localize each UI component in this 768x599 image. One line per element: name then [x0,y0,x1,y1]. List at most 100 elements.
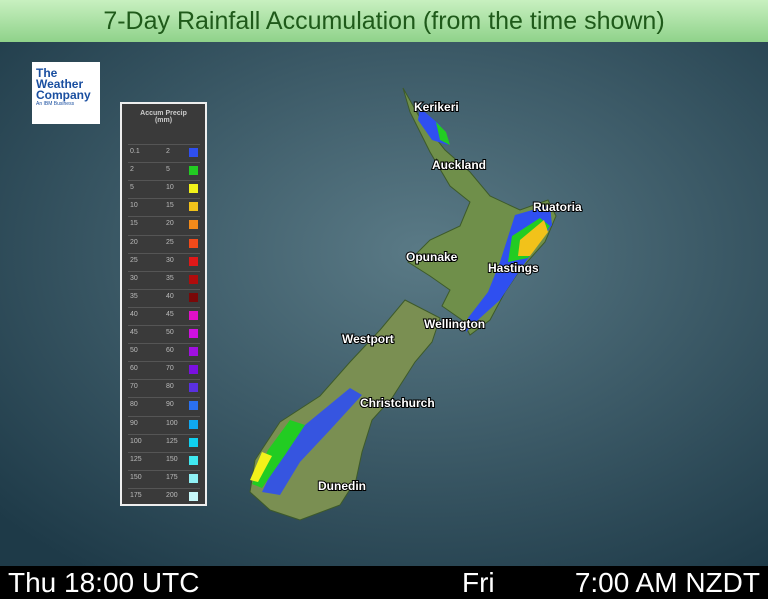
legend-row: 80 90 [128,397,200,412]
legend-swatch [189,383,198,393]
legend-low: 175 [130,491,142,499]
legend-swatch [189,437,198,447]
city-label: Ruatoria [533,200,582,214]
legend-swatch [189,310,198,320]
legend-row: 100 125 [128,433,200,449]
legend-title: Accum Precip [140,110,187,117]
legend-high: 125 [166,437,178,445]
legend-swatch [189,365,198,375]
legend-swatch [189,347,198,357]
legend-unit: (mm) [154,117,173,124]
legend-high: 2 [166,148,170,155]
city-label: Christchurch [360,396,435,410]
legend-low: 35 [130,292,138,300]
legend-row: 0.1 2 [128,144,200,159]
legend-swatch [189,292,198,302]
legend-high: 40 [166,292,174,300]
legend-low: 15 [130,220,138,228]
legend-row: 60 70 [128,361,200,376]
legend-high: 60 [166,347,174,355]
legend-row: 90 100 [128,415,200,431]
legend-row: 175 200 [128,487,200,503]
legend-high: 30 [166,256,174,264]
legend: Accum Precip (mm) 0.1 2 2 5 5 10 10 15 15 20 20 25 2… [120,102,207,506]
legend-low: 125 [130,455,142,463]
rain-west-coast [262,388,362,495]
legend-high: 20 [166,220,174,228]
legend-high: 175 [166,473,178,481]
legend-high: 10 [166,184,174,192]
legend-swatch [189,401,198,411]
legend-swatch [189,491,198,501]
legend-high: 200 [166,491,178,499]
legend-low: 150 [130,473,142,481]
rain-fiordland-heavy [250,452,272,482]
legend-row: 50 60 [128,343,200,358]
logo-line: Company [36,88,91,102]
legend-high: 100 [166,419,178,427]
legend-high: 90 [166,401,174,409]
legend-swatch [189,256,198,266]
legend-row: 70 80 [128,379,200,394]
rain-fiordland [252,420,305,488]
legend-swatch [189,473,198,483]
legend-low: 70 [130,383,138,391]
legend-low: 25 [130,256,138,264]
legend-low: 80 [130,401,138,409]
legend-low: 90 [130,419,138,427]
city-label: Westport [342,332,394,346]
legend-swatch [189,184,198,194]
legend-row: 35 40 [128,288,200,304]
footer-utc: Thu 18:00 UTC [8,567,200,598]
legend-high: 25 [166,238,174,246]
legend-swatch [189,220,198,230]
legend-low: 2 [130,166,134,174]
legend-high: 45 [166,310,174,318]
logo-line: Weather [36,77,84,91]
city-label: Kerikeri [414,100,459,114]
legend-swatch [189,166,198,176]
rain-hawkes-bay-heavy [518,220,548,256]
legend-high: 15 [166,202,174,210]
rain-northland-green [436,122,450,145]
legend-row: 150 175 [128,469,200,485]
legend-swatch [189,419,198,429]
legend-row: 125 150 [128,451,200,467]
legend-swatch [189,148,198,157]
legend-high: 35 [166,274,174,282]
logo: The Weather Company An IBM Business [32,62,100,124]
legend-low: 100 [130,437,142,445]
legend-low: 30 [130,274,138,282]
legend-high: 70 [166,365,174,373]
legend-low: 5 [130,184,134,192]
sea [0,42,768,566]
city-label: Auckland [432,158,486,172]
legend-low: 45 [130,329,138,336]
title: 7-Day Rainfall Accumulation (from the ti… [0,0,768,42]
legend-low: 40 [130,310,138,318]
map: Kerikeri Auckland Ruatoria Opunake Hastings W… [0,42,768,566]
logo-tagline: An IBM Business [36,101,75,107]
legend-row: 45 50 [128,325,200,340]
legend-row: 5 10 [128,180,200,195]
footer-local: 7:00 AM NZDT [574,567,760,598]
legend-high: 150 [166,455,178,463]
legend-swatch [189,274,198,284]
city-label: Opunake [406,250,458,264]
legend-swatch [189,238,198,248]
legend-low: 10 [130,202,138,210]
legend-swatch [189,455,198,465]
legend-row: 40 45 [128,306,200,322]
legend-row: 25 30 [128,252,200,268]
logo-line: The [36,66,58,80]
legend-row: 30 35 [128,270,200,286]
city-label: Hastings [488,261,539,275]
city-label: Wellington [424,317,485,331]
legend-low: 50 [130,347,138,355]
legend-high: 5 [166,166,170,174]
legend-high: 50 [166,329,174,336]
legend-row: 10 15 [128,198,200,213]
city-label: Dunedin [318,479,366,493]
